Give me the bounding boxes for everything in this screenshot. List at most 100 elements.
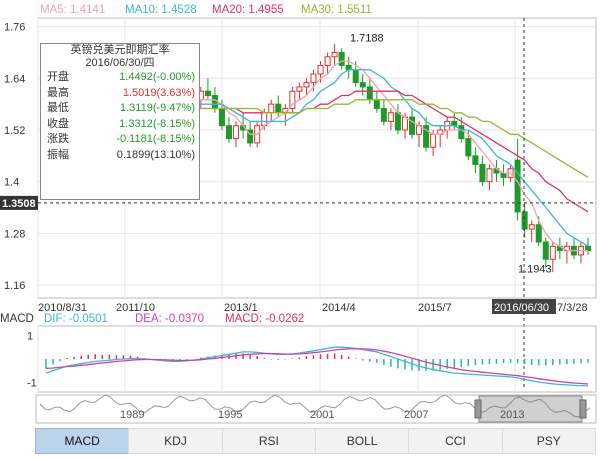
candle-body: [331, 51, 338, 58]
macd-line-dif: [45, 346, 589, 387]
tooltip-row: 最低 1.3119(-9.47%): [41, 101, 199, 117]
candle-body: [423, 125, 430, 148]
tooltip-row: 涨跌 -0.1181(-8.15%): [41, 132, 199, 148]
candle-body: [366, 86, 373, 101]
candle-body: [549, 245, 556, 260]
candle-body: [401, 116, 408, 131]
tooltip-key: 最高: [47, 86, 69, 99]
candle-body: [542, 241, 549, 260]
crosshair[interactable]: 1.3508: [0, 18, 596, 390]
candle-body: [465, 138, 472, 157]
y-tick-label: 1.4: [4, 177, 19, 189]
tab-kdj[interactable]: KDJ: [128, 428, 223, 454]
macd-tick-label: -1: [27, 378, 37, 390]
ma-legend-item: MA10: 1.4528: [125, 4, 197, 16]
y-tick-label: 1.16: [4, 280, 25, 292]
tooltip-key: 振幅: [47, 148, 69, 161]
tab-rsi[interactable]: RSI: [221, 428, 316, 454]
ma-legend-item: MA20: 1.4955: [212, 4, 284, 16]
candle-body: [310, 73, 317, 84]
x-tick-label: 7/3/28: [557, 302, 588, 314]
candle-body: [317, 64, 324, 75]
candle-body: [211, 95, 218, 109]
candle-body: [352, 69, 359, 84]
x-tick-label: 2014/4: [322, 302, 356, 314]
candle-body: [451, 120, 458, 127]
tooltip-key: 最低: [47, 102, 69, 114]
date-axis: 2010/8/31 2011/10 2013/1 2014/4 2015/7 2016/0…: [38, 299, 588, 314]
macd-legend-item: DEA: -0.0370: [135, 313, 204, 325]
ma-legend-item: MA5: 1.4141: [40, 4, 105, 16]
candle-body: [486, 168, 493, 183]
candle-body: [218, 107, 225, 127]
navigator-year-label: 2007: [404, 409, 428, 421]
tooltip-value: 1.4492(-0.00%): [119, 71, 195, 83]
candle-body: [373, 99, 380, 109]
navigator-year-label: 2013: [500, 409, 524, 421]
indicator-tabs: MACD KDJ RSI BOLL CCI PSY: [35, 428, 596, 454]
y-tick-label: 1.28: [4, 228, 25, 240]
tooltip-key: 收盘: [47, 117, 69, 130]
tab-boll[interactable]: BOLL: [314, 428, 410, 454]
candle-body: [458, 125, 465, 140]
navigator-year-label: 2001: [310, 409, 334, 421]
tooltip-panel: 英镑兑美元即期汇率 2016/06/30/四 开盘 1.4492(-0.00%) 最…: [40, 43, 200, 200]
price-annotations: 1.7188 1.1943: [350, 32, 552, 275]
candle-body: [387, 112, 394, 122]
tab-cci[interactable]: CCI: [408, 428, 503, 454]
x-tick-label: 2015/7: [418, 302, 452, 314]
y-tick-label: 1.76: [4, 22, 25, 34]
tooltip-value: 1.3119(-9.47%): [119, 102, 195, 114]
macd-legend: MACD DIF: -0.0501 DEA: -0.0370 MACD: -0.026…: [0, 313, 304, 325]
x-tick-label: 2010/8/31: [38, 302, 87, 314]
candle-body: [247, 129, 254, 144]
candle-body: [338, 51, 345, 66]
range-navigator[interactable]: 1989 1995 2001 2007 2013: [35, 394, 597, 424]
tab-macd[interactable]: MACD: [35, 428, 130, 454]
cursor-date-label: 2016/06/30: [494, 302, 549, 314]
candle-body: [345, 64, 352, 71]
tooltip-row: 收盘 1.3312(-8.15%): [41, 117, 199, 133]
candle-body: [296, 86, 303, 92]
navigator-selection: [478, 395, 583, 423]
candle-body: [324, 56, 331, 66]
tooltip-title: 英镑兑美元即期汇率: [70, 44, 170, 56]
tooltip-row: 开盘 1.4492(-0.00%): [41, 70, 199, 86]
candle-body: [275, 103, 282, 114]
macd-tick-label: 1: [27, 330, 33, 342]
candle-body: [303, 82, 310, 88]
tooltip-key: 开盘: [47, 71, 69, 83]
macd-lines: [45, 346, 589, 387]
peak-annotation: 1.7188: [350, 32, 384, 44]
candle-body: [394, 112, 401, 131]
x-tick-label: 2011/10: [116, 302, 155, 314]
candle-body: [204, 90, 211, 97]
tooltip-value: 1.3312(-8.15%): [119, 117, 195, 130]
candle-body: [261, 112, 268, 127]
tab-psy[interactable]: PSY: [501, 428, 596, 454]
macd-legend-item: MACD: [0, 313, 34, 325]
macd-axis: 1 -1: [27, 330, 37, 389]
tooltip-row: 振幅 0.1899(13.10%): [41, 148, 199, 164]
tooltip-row: 最高 1.5019(3.63%): [41, 86, 199, 102]
candle-body: [233, 125, 240, 140]
macd-grid: [37, 325, 597, 393]
trough-annotation: 1.1943: [518, 263, 552, 275]
ma-legend-item: MA30: 1.5511: [301, 4, 372, 16]
candle-body: [226, 125, 233, 140]
price-axis: 1.16 1.28 1.4 1.52 1.64 1.76: [4, 22, 25, 292]
macd-legend-item: MACD: -0.0262: [225, 313, 304, 325]
candle-body: [535, 224, 542, 243]
tooltip-value: -0.1181(-8.15%): [116, 133, 195, 145]
navigator-year-label: 1989: [120, 409, 144, 421]
x-tick-label: 2013/1: [224, 302, 258, 314]
ma-legend: MA5: 1.4141 MA10: 1.4528 MA20: 1.4955 MA30:…: [40, 4, 372, 16]
candle-body: [409, 116, 416, 135]
tooltip-key: 涨跌: [47, 133, 69, 145]
navigator-frame: [35, 394, 597, 424]
tooltip-value: 1.5019(3.63%): [122, 86, 195, 99]
candle-body: [472, 155, 479, 165]
macd-line-dea: [45, 347, 589, 385]
candle-body: [359, 82, 366, 88]
cursor-price-label: 1.3508: [2, 198, 36, 210]
